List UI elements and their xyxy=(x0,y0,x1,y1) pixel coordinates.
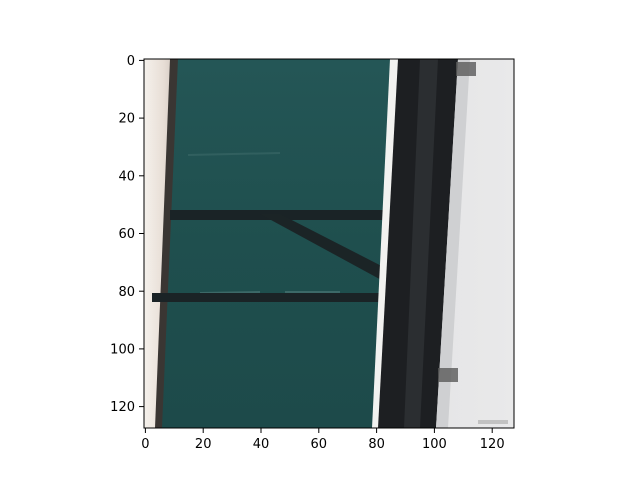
y-tick-label: 60 xyxy=(118,227,135,242)
x-tick-label: 60 xyxy=(311,437,328,452)
x-axis: 0 20 40 60 80 100 120 xyxy=(141,428,504,452)
x-tick-label: 80 xyxy=(368,437,385,452)
x-tick-label: 100 xyxy=(422,437,447,452)
x-tick-label: 40 xyxy=(253,437,270,452)
y-tick-label: 80 xyxy=(118,285,135,300)
x-tick-label: 0 xyxy=(141,437,149,452)
y-tick-label: 0 xyxy=(127,54,135,69)
y-tick-label: 100 xyxy=(110,343,135,358)
photo-content xyxy=(144,59,514,428)
y-tick-label: 40 xyxy=(118,169,135,184)
y-tick-label: 20 xyxy=(118,112,135,127)
y-tick-label: 120 xyxy=(110,400,135,415)
x-tick-label: 20 xyxy=(195,437,212,452)
x-tick-label: 120 xyxy=(480,437,505,452)
y-axis: 0 20 40 60 80 100 120 xyxy=(110,54,144,415)
